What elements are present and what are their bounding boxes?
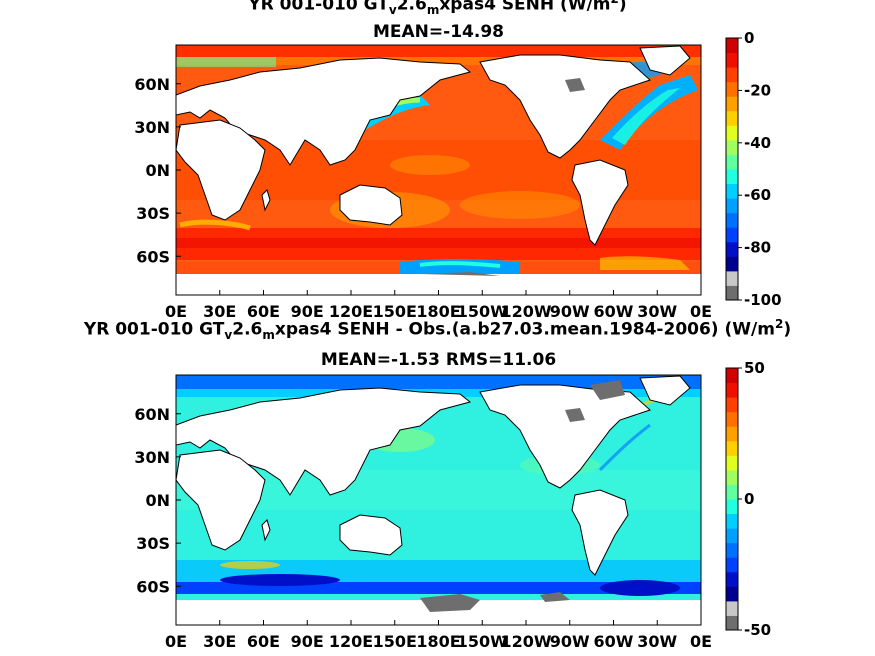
lon-tick-label: 150W [457, 632, 508, 651]
colorbar-swatch [726, 125, 738, 141]
colorbar-swatch [726, 96, 738, 112]
lon-tick-label: 0E [690, 302, 712, 321]
colorbar-swatch [726, 38, 738, 54]
bottom-panel-title: YR 001-010 GTv2.6mxpas4 SENH - Obs.(a.b2… [83, 317, 792, 343]
lon-tick-label: 60W [594, 302, 634, 321]
lon-tick-label: 150E [373, 302, 417, 321]
lon-tick-label: 0E [165, 632, 187, 651]
colorbar-swatch [726, 397, 738, 413]
lat-tick-label: 60S [136, 577, 170, 596]
colorbar-swatch [726, 154, 738, 170]
lat-tick-label: 0N [145, 491, 170, 510]
colorbar-swatch [726, 455, 738, 471]
bottom-map-missing-data [565, 408, 585, 422]
lat-tick-label: 30S [136, 534, 170, 553]
colorbar-swatch [726, 586, 738, 602]
colorbar-tick-label: 0 [744, 490, 754, 508]
colorbar-swatch [726, 600, 738, 616]
colorbar-swatch [726, 139, 738, 155]
lon-tick-label: 120E [329, 632, 373, 651]
lon-tick-label: 180E [416, 302, 460, 321]
colorbar-swatch [726, 513, 738, 529]
colorbar-swatch [726, 615, 738, 631]
colorbar-swatch [726, 110, 738, 126]
lat-tick-label: 60S [136, 247, 170, 266]
colorbar-swatch [726, 368, 738, 384]
lon-tick-label: 180E [416, 632, 460, 651]
lon-tick-label: 60W [594, 632, 634, 651]
lon-tick-label: 0E [165, 302, 187, 321]
colorbar-swatch [726, 256, 738, 272]
colorbar-swatch [726, 169, 738, 185]
colorbar-tick-label: -40 [744, 134, 771, 152]
colorbar-swatch [726, 542, 738, 558]
lon-tick-label: 120W [500, 302, 551, 321]
top-panel-subtitle: MEAN=-14.98 [373, 22, 504, 42]
lon-tick-label: 120E [329, 302, 373, 321]
top-panel-title: YR 001-010 GTv2.6mxpas4 SENH (W/m2) [248, 0, 627, 18]
colorbar-swatch [726, 411, 738, 427]
colorbar-swatch [726, 81, 738, 97]
colorbar-swatch [726, 212, 738, 228]
colorbar-swatch [726, 571, 738, 587]
top-colorbar: 0 -20 -40 -60 -80 -100 [725, 29, 782, 309]
lon-tick-label: 90E [291, 632, 324, 651]
colorbar-swatch [726, 183, 738, 199]
lat-tick-label: 30N [134, 448, 170, 467]
lon-tick-label: 0E [690, 632, 712, 651]
colorbar-swatch [726, 557, 738, 573]
top-map-missing-data [565, 78, 585, 92]
colorbar-tick-label: -100 [744, 291, 782, 309]
lon-tick-label: 150E [373, 632, 417, 651]
colorbar-swatch [726, 484, 738, 500]
colorbar-swatch [726, 426, 738, 442]
lon-tick-label: 90W [550, 302, 590, 321]
lat-tick-label: 0N [145, 161, 170, 180]
colorbar-swatch [726, 270, 738, 286]
lon-tick-label: 60E [247, 302, 280, 321]
colorbar-tick-label: -60 [744, 186, 771, 204]
lon-tick-label: 30E [203, 632, 236, 651]
colorbar-tick-label: 50 [744, 359, 765, 377]
colorbar-swatch [726, 528, 738, 544]
top-map-land [176, 45, 691, 246]
lon-tick-label: 90E [291, 302, 324, 321]
lat-tick-label: 30N [134, 118, 170, 137]
colorbar-swatch [726, 382, 738, 398]
colorbar-swatch [726, 241, 738, 257]
colorbar-tick-label: -20 [744, 81, 771, 99]
colorbar-swatch [726, 440, 738, 456]
bottom-colorbar: 50 0 -50 [725, 359, 771, 639]
colorbar-swatch [726, 227, 738, 243]
lon-tick-label: 90W [550, 632, 590, 651]
colorbar-swatch [726, 499, 738, 515]
lon-tick-label: 150W [457, 302, 508, 321]
lon-tick-label: 60E [247, 632, 280, 651]
lat-tick-label: 30S [136, 204, 170, 223]
colorbar-swatch [726, 198, 738, 214]
colorbar-tick-label: 0 [744, 29, 754, 47]
bottom-panel-subtitle: MEAN=-1.53 RMS=11.06 [320, 350, 557, 370]
colorbar-swatch [726, 67, 738, 83]
colorbar-swatch [726, 52, 738, 68]
bottom-map-land [176, 375, 691, 576]
colorbar-tick-label: -50 [744, 621, 771, 639]
lon-tick-label: 30W [637, 302, 677, 321]
lat-tick-label: 60N [134, 405, 170, 424]
bottom-map-arctic-missing [590, 380, 625, 400]
lon-tick-label: 120W [500, 632, 551, 651]
colorbar-swatch [726, 469, 738, 485]
colorbar-swatch [726, 285, 738, 301]
lon-tick-label: 30E [203, 302, 236, 321]
colorbar-tick-label: -80 [744, 239, 771, 257]
lat-tick-label: 60N [134, 75, 170, 94]
lon-tick-label: 30W [637, 632, 677, 651]
